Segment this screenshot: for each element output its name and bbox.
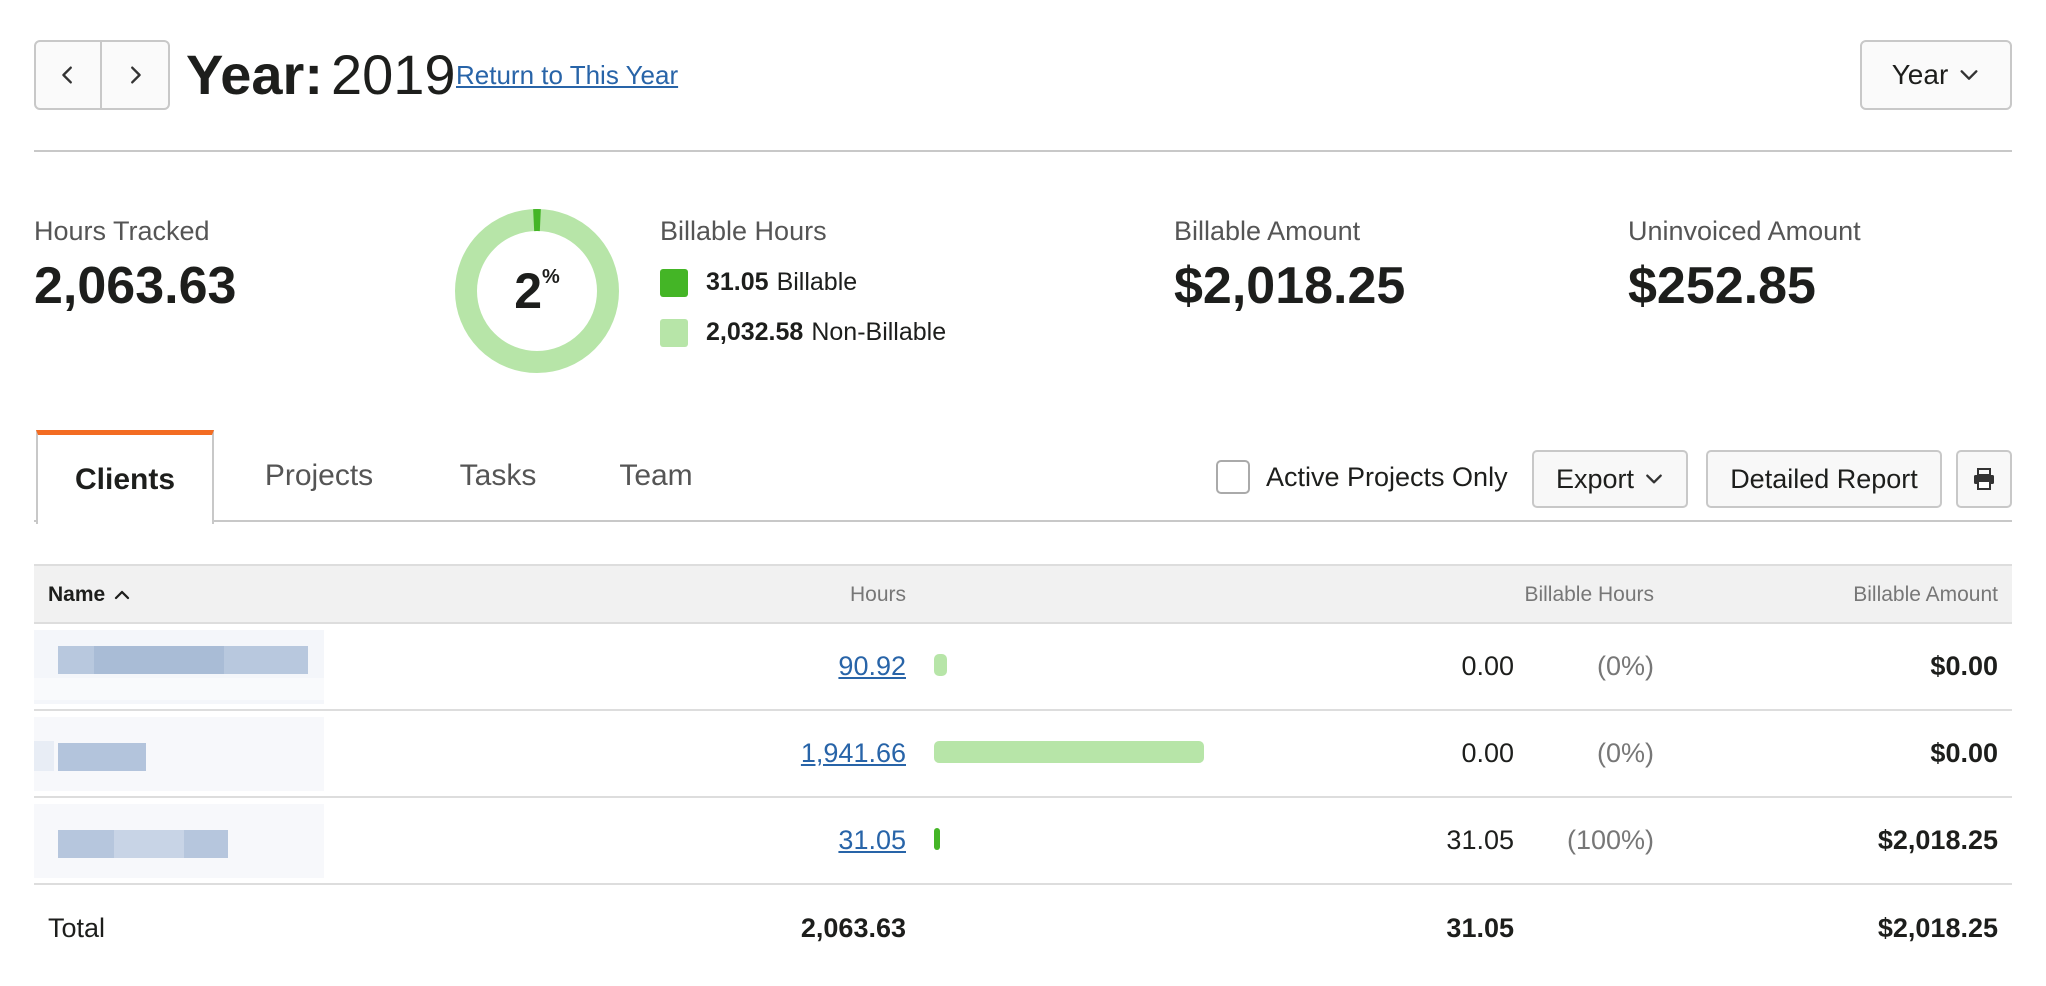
header-divider xyxy=(34,150,2012,152)
nonbillable-legend-label: Non-Billable xyxy=(811,318,947,346)
billable-hours-cell: 0.00 xyxy=(1364,624,1514,709)
period-select[interactable]: Year xyxy=(1860,40,2012,110)
donut-billable-arc xyxy=(455,209,619,373)
total-label: Total xyxy=(48,912,106,943)
table-header: Name Hours Billable Hours Billable Amoun… xyxy=(34,564,2012,624)
billable-percent-value: 2 xyxy=(514,263,542,319)
billable-percent: 2% xyxy=(454,208,620,374)
legend-billable: 31.05 Billable xyxy=(660,268,857,297)
active-projects-filter[interactable]: Active Projects Only xyxy=(1216,460,1508,494)
return-to-this-year-link[interactable]: Return to This Year xyxy=(456,60,679,90)
hours-tracked-value: 2,063.63 xyxy=(34,257,237,315)
total-billable-amount: $2,018.25 xyxy=(1877,912,1998,943)
billable-hours-label: Billable Hours xyxy=(660,216,827,246)
tab-tasks[interactable]: Tasks xyxy=(459,459,537,492)
table-row: 1,941.66 0.00 (0%) $0.00 xyxy=(34,711,2012,798)
hours-link[interactable]: 31.05 xyxy=(838,825,906,855)
column-name-header[interactable]: Name xyxy=(48,566,131,624)
active-projects-checkbox[interactable] xyxy=(1216,460,1250,494)
detailed-report-label: Detailed Report xyxy=(1730,463,1918,494)
tab-team[interactable]: Team xyxy=(619,459,693,492)
nonbillable-hours-value: 2,032.58 xyxy=(706,318,804,346)
billable-amount-cell: $2,018.25 xyxy=(1734,798,1998,883)
page-title-label: Year: xyxy=(186,43,323,106)
hours-cell: 31.05 xyxy=(634,798,906,883)
hours-cell: 1,941.66 xyxy=(634,711,906,796)
export-button[interactable]: Export xyxy=(1532,450,1688,508)
tabs-baseline xyxy=(34,520,2012,522)
table-total-row: Total 2,063.63 31.05 $2,018.25 xyxy=(34,886,2012,970)
column-billable-hours-header[interactable]: Billable Hours xyxy=(1524,583,1654,606)
chevron-down-icon xyxy=(1646,474,1662,484)
billable-hours-cell: 0.00 xyxy=(1364,711,1514,796)
column-hours-header[interactable]: Hours xyxy=(849,583,906,606)
sort-ascending-icon xyxy=(115,590,130,600)
active-projects-label: Active Projects Only xyxy=(1266,461,1508,492)
billable-hours-value: 0.00 xyxy=(1461,651,1514,681)
column-name-label: Name xyxy=(48,583,106,606)
hours-bar xyxy=(934,828,1494,850)
tab-projects[interactable]: Projects xyxy=(264,459,374,492)
table-row: 90.92 0.00 (0%) $0.00 xyxy=(34,624,2012,711)
hours-link[interactable]: 90.92 xyxy=(838,651,906,681)
hours-bar-fill xyxy=(934,828,940,850)
hours-bar-fill xyxy=(934,741,1204,763)
billable-amount-cell: $0.00 xyxy=(1734,624,1998,709)
billable-amount-value: $2,018.25 xyxy=(1174,257,1406,315)
export-label: Export xyxy=(1555,463,1635,494)
report-header: Year: 2019 Return to This Year Year xyxy=(34,40,2012,110)
hours-link[interactable]: 1,941.66 xyxy=(800,738,906,768)
uninvoiced-amount-value: $252.85 xyxy=(1628,257,1816,315)
billable-swatch xyxy=(660,268,688,297)
chevron-right-icon xyxy=(131,66,141,84)
redacted-client-name xyxy=(34,804,324,878)
chevron-down-icon xyxy=(1960,70,1978,80)
next-period-button[interactable] xyxy=(102,40,170,110)
printer-icon xyxy=(1974,468,1994,490)
billable-percent-sign: % xyxy=(542,266,560,288)
billable-percent-value: (100%) xyxy=(1566,825,1654,855)
print-button[interactable] xyxy=(1956,450,2012,508)
billable-percent-cell: (0%) xyxy=(1534,711,1654,796)
billable-percent-value: (0%) xyxy=(1596,651,1654,681)
hours-bar-fill xyxy=(934,654,947,676)
previous-period-button[interactable] xyxy=(34,40,102,110)
chevron-left-icon xyxy=(62,66,72,84)
table-row: 31.05 31.05 (100%) $2,018.25 xyxy=(34,798,2012,885)
billable-hours-cell: 31.05 xyxy=(1364,798,1514,883)
billable-amount-value: $0.00 xyxy=(1930,651,1998,681)
billable-hours-value: 31.05 xyxy=(1446,825,1514,855)
detailed-report-button[interactable]: Detailed Report xyxy=(1706,450,1942,508)
redacted-client-name xyxy=(34,630,324,704)
hours-tracked-label: Hours Tracked xyxy=(34,216,210,246)
column-billable-amount-header[interactable]: Billable Amount xyxy=(1853,583,1998,606)
billable-legend-label: Billable xyxy=(776,268,858,296)
page-title-year: 2019 xyxy=(331,43,456,106)
period-nav xyxy=(34,40,170,110)
hours-cell: 90.92 xyxy=(634,624,906,709)
billable-percent-cell: (0%) xyxy=(1534,624,1654,709)
billable-donut-chart xyxy=(455,209,619,373)
billable-hours-value: 31.05 xyxy=(706,268,769,296)
billable-amount-cell: $0.00 xyxy=(1734,711,1998,796)
nonbillable-swatch xyxy=(660,318,688,347)
tab-clients[interactable]: Clients xyxy=(36,430,214,524)
billable-amount-value: $2,018.25 xyxy=(1877,825,1998,855)
total-hours: 2,063.63 xyxy=(800,912,906,943)
billable-amount-value: $0.00 xyxy=(1930,738,1998,768)
legend-nonbillable: 2,032.58 Non-Billable xyxy=(660,318,946,347)
redacted-client-name xyxy=(34,717,324,791)
hours-bar xyxy=(934,741,1494,763)
page-title: Year: 2019 xyxy=(186,44,456,106)
hours-bar xyxy=(934,654,1494,676)
billable-amount-label: Billable Amount xyxy=(1174,216,1361,246)
billable-percent-value: (0%) xyxy=(1596,738,1654,768)
uninvoiced-amount-label: Uninvoiced Amount xyxy=(1628,216,1861,246)
period-select-label: Year xyxy=(1891,59,1949,90)
billable-percent-cell: (100%) xyxy=(1534,798,1654,883)
billable-hours-value: 0.00 xyxy=(1461,738,1514,768)
total-billable-hours: 31.05 xyxy=(1446,912,1514,943)
